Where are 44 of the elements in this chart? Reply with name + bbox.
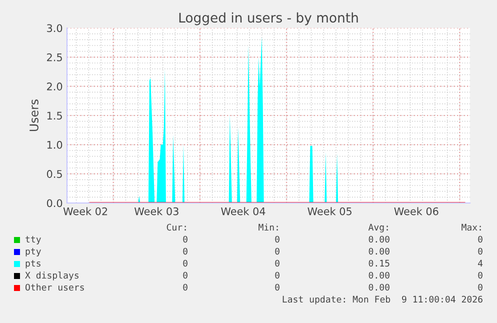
text: 0 [275,248,280,255]
text: 0.00 [368,248,390,255]
text: Last update: Mon Feb 9 11:00:04 2026 [282,296,482,304]
y-axis-title: Users [30,100,38,132]
x-tick-label: Week 04 [221,207,266,216]
text: 0 [183,248,188,255]
text: 0 [183,260,188,267]
text: 4 [478,260,483,267]
legend-label: X displays [25,272,78,280]
text: Cur: [166,224,186,231]
text: 0 [183,272,188,279]
x-tick-label: Week 05 [308,207,352,216]
x-tick-label: Week 06 [394,207,438,216]
y-tick-label: 3.0 [47,24,62,32]
legend-label: Other users [26,284,84,291]
y-tick-label: 2.0 [47,82,62,90]
text: 0.00 [368,236,390,243]
y-tick-label: 1.0 [47,140,62,149]
legend-label: pty [26,248,41,256]
legend-label: tty [26,236,41,244]
text: 0 [478,248,482,255]
x-tick-label: Week 02 [63,207,108,216]
text: 0 [275,272,280,279]
text: 0 [183,236,188,243]
text: 0 [275,236,280,243]
y-tick-label: 0.5 [46,170,62,178]
y-tick-label: 2.5 [47,53,62,62]
chart-title: Logged in users - by month [179,12,358,26]
text: 0 [478,272,482,279]
text: 0 [275,284,280,291]
text: 0.15 [368,260,390,267]
y-tick-label: 0.0 [46,199,62,208]
text: 0.00 [368,284,390,291]
text: Avg: [368,224,388,232]
text: Min: [258,224,278,231]
legend-label: pts [26,260,40,268]
text: 0 [478,284,482,291]
text: 0 [275,260,280,267]
y-tick-label: 1.5 [47,112,62,120]
text: 0.00 [368,272,390,279]
text: 0 [183,284,188,291]
x-tick-label: Week 03 [134,207,178,216]
text: Max: [462,224,481,231]
text: 0 [478,236,482,243]
